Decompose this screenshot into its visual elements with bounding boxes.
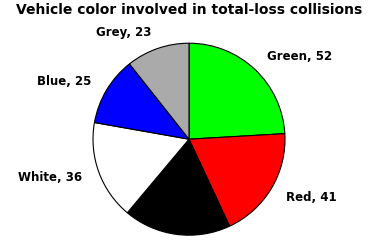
Wedge shape — [94, 64, 189, 139]
Text: Blue, 25: Blue, 25 — [37, 75, 92, 88]
Text: White, 36: White, 36 — [19, 171, 82, 185]
Wedge shape — [189, 43, 285, 139]
Wedge shape — [93, 123, 189, 213]
Wedge shape — [127, 139, 229, 235]
Wedge shape — [129, 43, 189, 139]
Text: Red, 41: Red, 41 — [286, 191, 337, 204]
Wedge shape — [189, 134, 285, 226]
Text: Green, 52: Green, 52 — [267, 50, 332, 63]
Text: Grey, 23: Grey, 23 — [96, 26, 152, 39]
Title: Vehicle color involved in total-loss collisions: Vehicle color involved in total-loss col… — [16, 3, 362, 17]
